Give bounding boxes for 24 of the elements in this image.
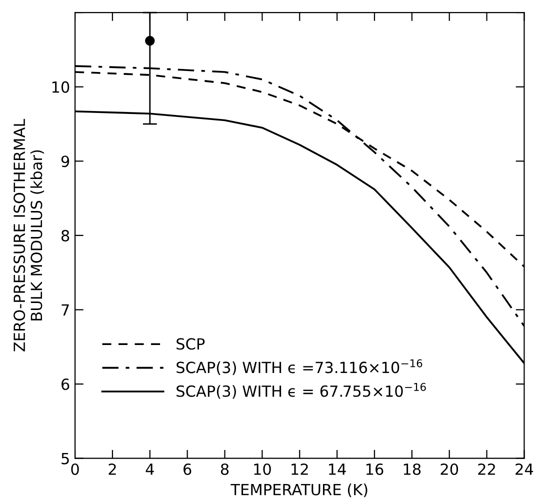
x-tick-label: 16 [366, 463, 384, 476]
y-tick-label: 5 [62, 452, 69, 464]
legend-label: SCP [176, 338, 205, 350]
x-tick-label: 4 [146, 464, 154, 475]
x-tick-label: 2 [108, 463, 116, 475]
x-tick-label: 14 [329, 464, 346, 475]
y-tick-label: 7 [62, 304, 69, 316]
x-axis-title: TEMPERATURE (K) [230, 484, 368, 498]
x-tick-label: 8 [220, 463, 229, 476]
x-tick-label: 18 [404, 463, 421, 476]
x-tick-label: 6 [184, 463, 192, 476]
x-tick-label: 20 [440, 463, 458, 476]
y-tick-label: 6 [62, 378, 70, 390]
x-tick-label: 12 [292, 463, 308, 475]
y-tick-label: 10 [52, 81, 70, 93]
y-axis-title: ZERO-PRESSURE ISOTHERMAL BULK MODULUS (kbar) [14, 118, 44, 352]
legend-label: SCAP(3) WITH ϵ =73.116×10$^{−16}$ [176, 359, 422, 376]
y-tick-label: 8 [61, 230, 70, 242]
x-tick-label: 24 [516, 463, 534, 475]
x-tick-label: 10 [254, 463, 271, 476]
legend-label: SCAP(3) WITH ϵ = 67.755×10$^{−16}$ [176, 382, 426, 399]
x-tick-label: 22 [478, 463, 495, 475]
y-tick-label: 9 [61, 156, 70, 168]
x-tick-label: 0 [71, 463, 79, 476]
